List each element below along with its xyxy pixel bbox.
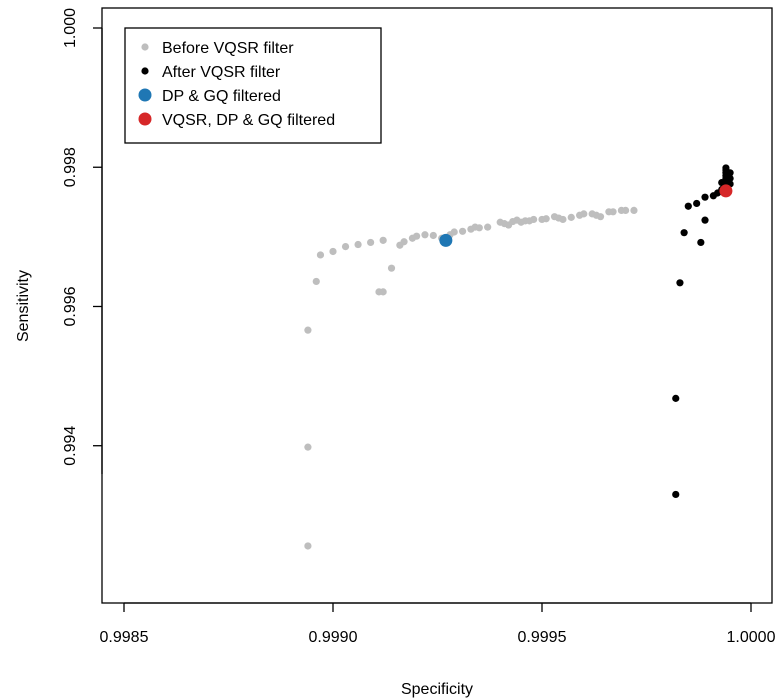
y-tick-label: 0.996 bbox=[62, 286, 79, 326]
point-after-vqsr-filter bbox=[680, 229, 688, 237]
legend-marker bbox=[141, 67, 149, 75]
legend-label: After VQSR filter bbox=[162, 64, 281, 81]
point-before-vqsr-filter bbox=[596, 213, 605, 221]
point-before-vqsr-filter bbox=[567, 213, 575, 221]
y-axis: 0.994 0.996 0.998 1.000 bbox=[62, 8, 103, 474]
legend-label: Before VQSR filter bbox=[162, 40, 294, 57]
point-before-vqsr-filter bbox=[429, 231, 437, 240]
point-before-vqsr-filter bbox=[312, 277, 320, 286]
x-tick-label: 1.0000 bbox=[727, 629, 776, 646]
point-before-vqsr-filter bbox=[542, 215, 550, 223]
legend-marker bbox=[138, 112, 152, 126]
point-after-vqsr-filter bbox=[697, 238, 705, 247]
point-before-vqsr-filter bbox=[367, 238, 375, 247]
point-after-vqsr-filter bbox=[672, 394, 680, 402]
point-before-vqsr-filter bbox=[622, 206, 630, 215]
y-tick-label: 1.000 bbox=[62, 8, 79, 48]
y-axis-label: Sensitivity bbox=[15, 270, 32, 342]
point-before-vqsr-filter bbox=[329, 247, 337, 256]
x-tick-label: 0.9990 bbox=[309, 629, 358, 646]
point-before-vqsr-filter bbox=[458, 227, 467, 235]
point-before-vqsr-filter bbox=[354, 240, 362, 249]
point-before-vqsr-filter bbox=[421, 231, 429, 239]
point-before-vqsr-filter bbox=[413, 232, 421, 240]
point-before-vqsr-filter bbox=[379, 288, 387, 296]
point-before-vqsr-filter bbox=[304, 542, 312, 550]
legend: Before VQSR filter After VQSR filter DP & … bbox=[124, 27, 382, 144]
point-before-vqsr-filter bbox=[580, 210, 588, 218]
x-axis-label: Specificity bbox=[401, 681, 473, 698]
point-after-vqsr-filter bbox=[726, 169, 734, 177]
point-before-vqsr-filter bbox=[609, 208, 617, 216]
point-before-vqsr-filter bbox=[400, 238, 408, 246]
point-after-vqsr-filter bbox=[676, 279, 684, 287]
point-before-vqsr-filter bbox=[387, 264, 396, 272]
point-before-vqsr-filter bbox=[304, 326, 312, 334]
point-before-vqsr-filter bbox=[630, 206, 638, 215]
point-after-vqsr-filter bbox=[672, 490, 680, 499]
legend-box bbox=[124, 27, 382, 144]
y-tick-label: 0.994 bbox=[62, 426, 79, 466]
legend-marker bbox=[141, 43, 149, 51]
point-before-vqsr-filter bbox=[379, 236, 387, 244]
point-dp-gq-filtered bbox=[439, 233, 453, 247]
point-before-vqsr-filter bbox=[304, 443, 312, 451]
point-before-vqsr-filter bbox=[475, 224, 483, 232]
point-before-vqsr-filter bbox=[559, 215, 567, 224]
y-tick-label: 0.998 bbox=[62, 147, 79, 187]
point-vqsr-dp-gq-filtered bbox=[719, 184, 733, 198]
point-before-vqsr-filter bbox=[316, 251, 325, 259]
point-before-vqsr-filter bbox=[450, 228, 458, 236]
legend-label: DP & GQ filtered bbox=[162, 88, 281, 105]
point-before-vqsr-filter bbox=[530, 215, 538, 224]
legend-label: VQSR, DP & GQ filtered bbox=[162, 112, 335, 129]
point-after-vqsr-filter bbox=[701, 216, 709, 224]
data-points bbox=[304, 164, 734, 550]
point-before-vqsr-filter bbox=[484, 223, 492, 231]
x-axis: 0.9985 0.9990 0.9995 1.0000 bbox=[100, 602, 776, 646]
x-tick-label: 0.9995 bbox=[518, 629, 567, 646]
point-after-vqsr-filter bbox=[693, 199, 701, 208]
x-tick-label: 0.9985 bbox=[100, 629, 149, 646]
legend-marker bbox=[138, 88, 152, 102]
point-after-vqsr-filter bbox=[701, 193, 709, 201]
point-after-vqsr-filter bbox=[722, 164, 730, 172]
point-after-vqsr-filter bbox=[726, 174, 734, 182]
point-before-vqsr-filter bbox=[341, 243, 350, 251]
point-after-vqsr-filter bbox=[684, 202, 692, 210]
